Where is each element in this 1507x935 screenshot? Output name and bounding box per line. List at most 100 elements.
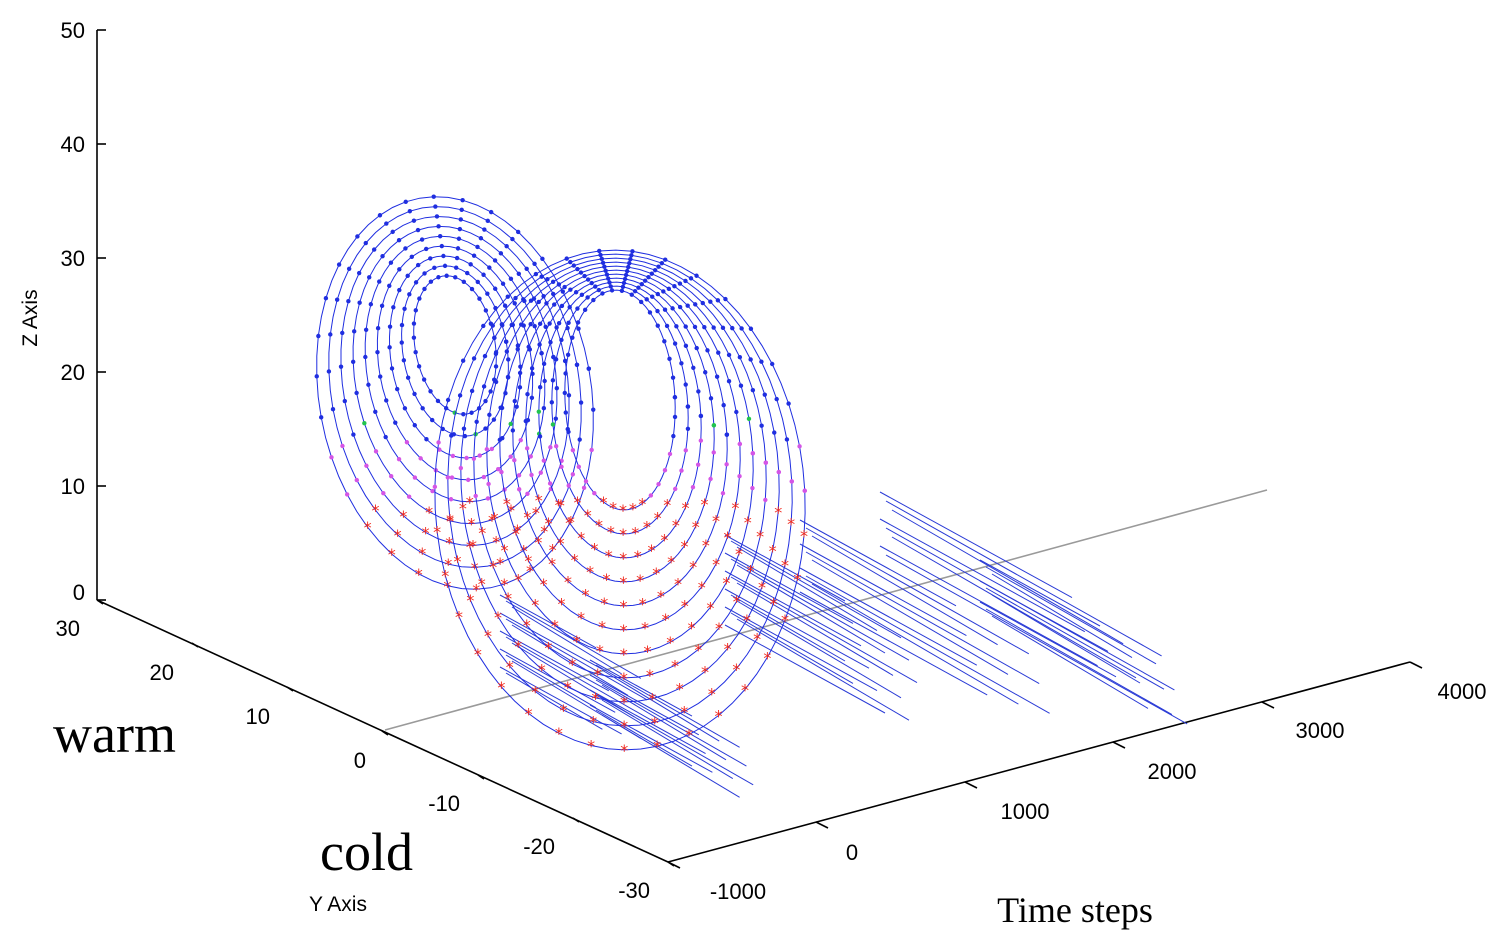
- dot-marker: [624, 268, 630, 274]
- dot-marker: [629, 292, 634, 297]
- dot-marker: [485, 218, 490, 224]
- dot-marker: [597, 248, 602, 254]
- asterisk-marker: *: [781, 556, 789, 575]
- asterisk-marker: *: [631, 523, 639, 542]
- trajectory-loop: [434, 249, 806, 751]
- dot-marker: [576, 464, 581, 469]
- t-ticks: [667, 661, 1423, 869]
- dot-marker: [362, 420, 367, 426]
- dot-marker: [674, 324, 679, 329]
- dot-marker: [461, 412, 466, 417]
- dot-marker: [464, 455, 469, 461]
- dot-marker: [692, 324, 698, 330]
- projection-line: [505, 654, 597, 709]
- dot-marker: [693, 302, 698, 307]
- dot-marker: [683, 278, 688, 284]
- projection-line: [879, 491, 1073, 599]
- dot-marker: [672, 341, 678, 346]
- dot-marker: [552, 302, 557, 307]
- asterisk-marker: *: [497, 678, 505, 697]
- dot-marker: [559, 337, 564, 343]
- dot-marker: [413, 349, 418, 355]
- dot-marker: [482, 353, 488, 359]
- dot-marker: [762, 392, 767, 397]
- dot-marker: [655, 323, 660, 328]
- dot-marker: [517, 385, 523, 390]
- asterisk-marker: *: [774, 503, 782, 522]
- asterisk-marker: *: [600, 594, 608, 613]
- dot-marker: [642, 278, 648, 283]
- trajectory-loop: [473, 261, 767, 679]
- dot-marker: [340, 330, 345, 336]
- asterisk-marker: *: [594, 665, 602, 684]
- dot-marker: [500, 323, 505, 328]
- dot-marker: [661, 289, 666, 294]
- asterisk-marker: *: [743, 611, 751, 630]
- dot-marker: [575, 320, 581, 325]
- dot-marker: [419, 237, 425, 242]
- dot-marker: [724, 462, 729, 467]
- asterisk-marker: *: [512, 524, 520, 543]
- asterisk-marker: *: [557, 534, 565, 553]
- trajectory-loop: [352, 225, 558, 525]
- dot-marker: [628, 257, 633, 262]
- dot-marker: [664, 323, 670, 329]
- asterisk-marker: *: [574, 493, 582, 512]
- asterisk-marker: *: [681, 499, 689, 518]
- dot-marker: [344, 492, 350, 497]
- dot-marker: [591, 407, 596, 412]
- dot-marker: [528, 298, 534, 303]
- dot-marker: [570, 447, 576, 453]
- dot-marker: [329, 455, 334, 460]
- dot-marker: [746, 416, 752, 422]
- dot-marker: [481, 474, 487, 480]
- dot-marker: [416, 364, 422, 369]
- dot-marker: [575, 306, 580, 311]
- dot-marker: [401, 358, 407, 363]
- dot-marker: [485, 496, 491, 501]
- dot-marker: [542, 378, 547, 384]
- dot-marker: [526, 344, 531, 350]
- asterisk-marker: *: [595, 516, 603, 535]
- asterisk-marker: *: [524, 552, 532, 571]
- asterisk-marker: *: [567, 512, 575, 531]
- asterisk-marker: *: [491, 509, 499, 528]
- trajectory-loop: [538, 281, 702, 559]
- dot-marker: [750, 485, 755, 491]
- dot-marker: [436, 275, 441, 280]
- projection-line: [730, 612, 854, 684]
- dot-marker: [536, 409, 542, 414]
- z-tick: 40: [61, 132, 106, 157]
- dot-marker: [708, 476, 713, 482]
- dot-marker: [516, 271, 522, 276]
- dot-marker: [428, 256, 433, 261]
- dot-marker: [737, 354, 743, 360]
- dot-marker: [378, 374, 383, 379]
- dot-marker: [750, 387, 756, 393]
- dot-marker: [483, 308, 489, 313]
- dot-marker: [490, 323, 495, 328]
- dot-marker: [445, 397, 451, 403]
- asterisk-marker: *: [467, 515, 475, 534]
- dot-marker: [690, 485, 696, 490]
- asterisk-marker: *: [781, 611, 789, 630]
- dot-marker: [432, 484, 438, 490]
- asterisk-marker: *: [702, 536, 710, 555]
- projection-line: [879, 518, 1086, 633]
- dot-marker: [492, 258, 498, 263]
- projection-line: [799, 519, 957, 607]
- dot-marker: [759, 423, 764, 428]
- dot-marker: [708, 396, 714, 401]
- asterisk-marker: *: [478, 574, 486, 593]
- dot-marker: [516, 487, 522, 492]
- dot-marker: [562, 358, 568, 364]
- dot-marker: [422, 271, 427, 276]
- dot-marker: [441, 253, 446, 259]
- dot-marker: [469, 388, 475, 394]
- asterisk-marker: *: [526, 562, 534, 581]
- dot-marker: [407, 292, 412, 297]
- dot-marker: [316, 333, 321, 339]
- dot-marker: [667, 451, 673, 457]
- dot-marker: [411, 335, 417, 340]
- dot-marker: [415, 262, 421, 268]
